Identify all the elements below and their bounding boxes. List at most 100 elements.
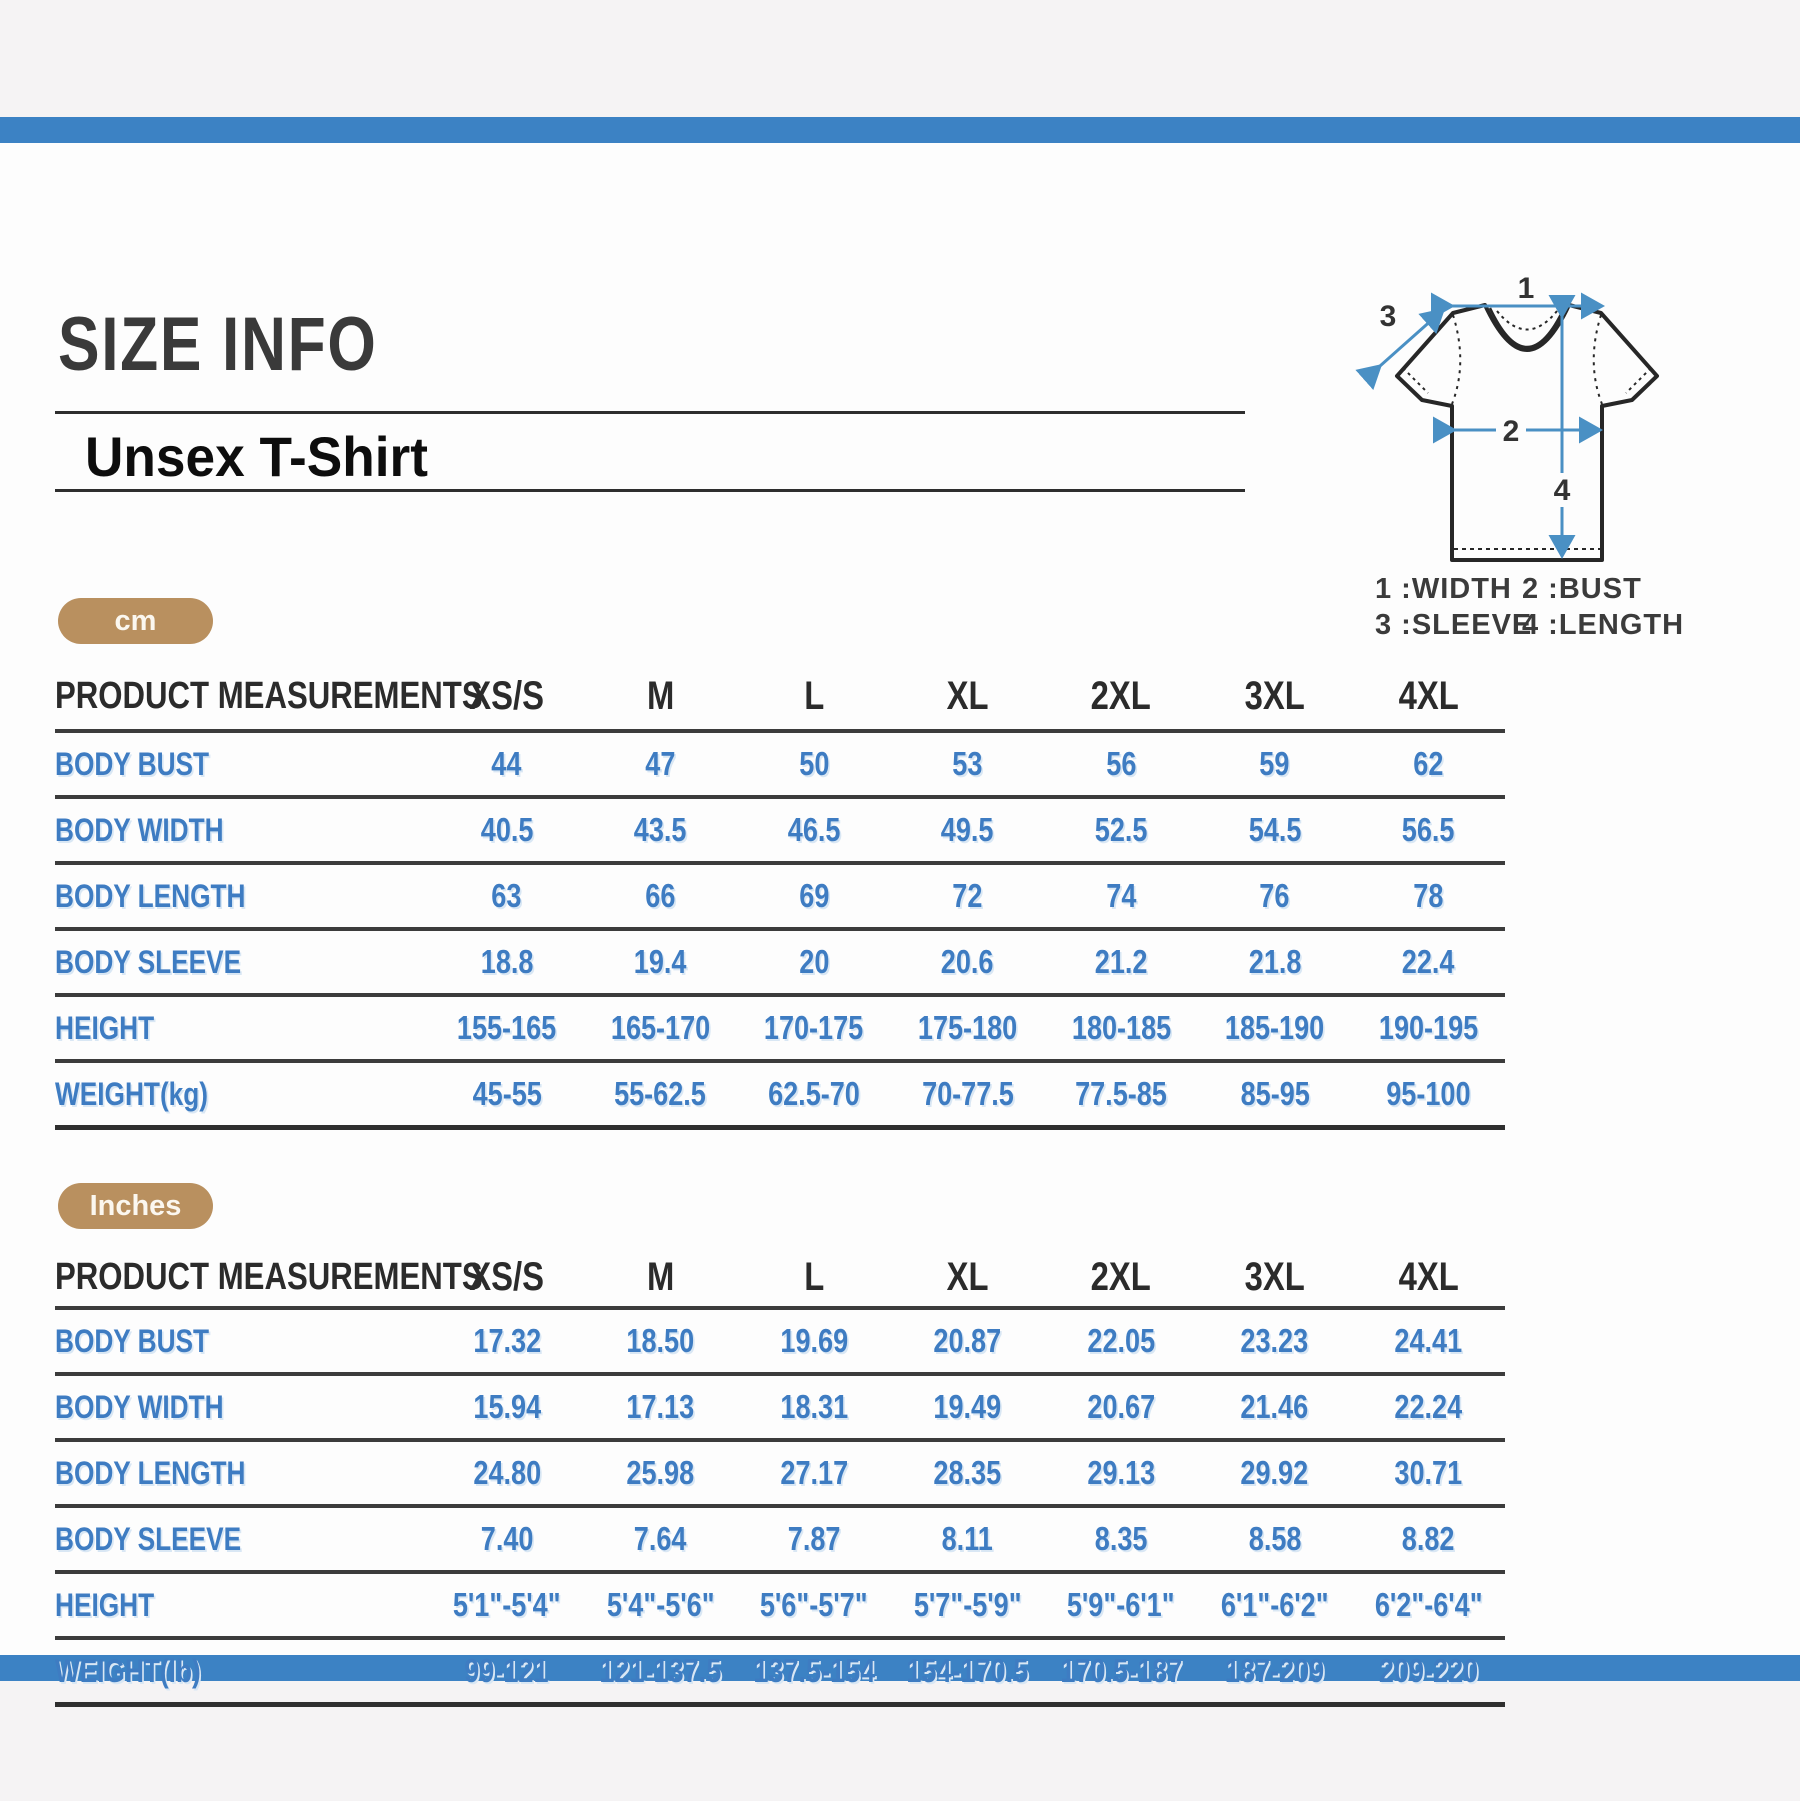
cell-value: 20.6: [941, 943, 994, 980]
cell-value: 76: [1259, 877, 1290, 914]
cm-size-table: PRODUCT MEASUREMENTS XS/S M L XL 2XL 3XL…: [55, 663, 1506, 1130]
row-label: BODY BUST: [55, 1322, 210, 1359]
column-header: XS/S: [469, 673, 545, 718]
cell-value: 95-100: [1386, 1075, 1471, 1112]
divider-line: [55, 411, 1245, 414]
table-row: BODY WIDTH 40.5 43.5 46.5 49.5 52.5 54.5…: [55, 797, 1506, 865]
cell-value: 72: [952, 877, 983, 914]
cell-value: 85-95: [1240, 1075, 1310, 1112]
cell-value: 17.13: [626, 1388, 695, 1425]
cell-value: 56: [1106, 745, 1137, 782]
cell-value: 20.87: [933, 1322, 1002, 1359]
armhole-seam-left: [1451, 314, 1462, 405]
cell-value: 77.5-85: [1075, 1075, 1168, 1112]
cell-value: 23.23: [1240, 1322, 1309, 1359]
length-marker-label: 4: [1554, 474, 1571, 507]
cell-value: 19.69: [780, 1322, 848, 1359]
page-title: SIZE INFO: [58, 302, 378, 387]
cell-value: 50: [798, 745, 830, 782]
content-area: SIZE INFO Unsex T-Shirt: [0, 143, 1800, 1707]
cell-value: 6'2"-6'4": [1374, 1586, 1483, 1623]
product-subtitle: Unsex T-Shirt: [85, 425, 428, 488]
column-header: XL: [946, 1254, 989, 1299]
column-header: 3XL: [1244, 1254, 1305, 1299]
cell-value: 7.87: [787, 1520, 841, 1557]
row-label: HEIGHT: [55, 1586, 155, 1623]
table-row: BODY SLEEVE 7.40 7.64 7.87 8.11 8.35 8.5…: [55, 1506, 1506, 1574]
row-label: BODY LENGTH: [55, 1454, 246, 1491]
table-row: BODY WIDTH 15.94 17.13 18.31 19.49 20.67…: [55, 1374, 1506, 1442]
legend-sleeve: 3 :SLEEVE: [1375, 609, 1533, 641]
cell-value: 180-185: [1071, 1009, 1171, 1046]
cell-value: 155-165: [457, 1009, 557, 1046]
cell-value: 28.35: [933, 1454, 1002, 1491]
column-header: 2XL: [1091, 673, 1152, 718]
cell-value: 20.67: [1087, 1388, 1156, 1425]
row-label: WEIGHT(lb): [55, 1652, 201, 1689]
cell-value: 27.17: [780, 1454, 848, 1491]
cell-value: 19.49: [933, 1388, 1002, 1425]
cell-value: 46.5: [787, 811, 841, 848]
table-header-row: PRODUCT MEASUREMENTS XS/S M L XL 2XL 3XL…: [55, 1248, 1506, 1310]
cell-value: 66: [645, 877, 676, 914]
cell-value: 24.41: [1394, 1322, 1463, 1359]
cell-value: 18.50: [626, 1322, 695, 1359]
cell-value: 47: [645, 745, 676, 782]
row-label: BODY SLEEVE: [55, 943, 242, 980]
row-label: BODY SLEEVE: [55, 1520, 242, 1557]
cell-value: 170-175: [764, 1009, 864, 1046]
cell-value: 5'7"-5'9": [913, 1586, 1022, 1623]
column-header: M: [646, 1254, 675, 1299]
cell-value: 5'6"-5'7": [760, 1586, 868, 1623]
cell-value: 24.80: [472, 1454, 541, 1491]
column-header: L: [803, 1254, 825, 1299]
cell-value: 5'1"-5'4": [452, 1586, 561, 1623]
cell-value: 187-209: [1225, 1652, 1325, 1689]
cell-value: 8.35: [1094, 1520, 1148, 1557]
table-row: BODY SLEEVE 18.8 19.4 20 20.6 21.2 21.8 …: [55, 929, 1506, 997]
cell-value: 15.94: [472, 1388, 541, 1425]
cell-value: 21.46: [1240, 1388, 1309, 1425]
cell-value: 190-195: [1378, 1009, 1479, 1046]
cell-value: 22.4: [1402, 943, 1455, 980]
table-header-row: PRODUCT MEASUREMENTS XS/S M L XL 2XL 3XL…: [55, 663, 1506, 733]
cell-value: 30.71: [1394, 1454, 1463, 1491]
sleeve-arrow: [1355, 308, 1446, 391]
cell-value: 43.5: [634, 811, 687, 848]
column-header: 2XL: [1091, 1254, 1152, 1299]
column-header: XL: [946, 673, 989, 718]
column-header: 3XL: [1244, 673, 1305, 718]
cell-value: 154-170.5: [906, 1652, 1029, 1689]
row-label: BODY WIDTH: [55, 811, 224, 848]
cell-value: 69: [798, 877, 830, 914]
collar-stitching: [1496, 310, 1558, 331]
cell-value: 137.5-154: [753, 1652, 875, 1689]
column-header: PRODUCT MEASUREMENTS: [55, 674, 483, 717]
cell-value: 53: [952, 745, 983, 782]
cell-value: 29.13: [1087, 1454, 1156, 1491]
column-header: XS/S: [469, 1254, 545, 1299]
table-row: BODY LENGTH 24.80 25.98 27.17 28.35 29.1…: [55, 1440, 1506, 1508]
cell-value: 56.5: [1402, 811, 1455, 848]
inches-size-table: PRODUCT MEASUREMENTS XS/S M L XL 2XL 3XL…: [55, 1248, 1506, 1707]
cell-value: 62: [1413, 745, 1444, 782]
table-row: BODY BUST 44 47 50 53 56 59 62: [55, 731, 1506, 799]
row-label: WEIGHT(kg): [55, 1075, 209, 1112]
column-header: L: [803, 673, 825, 718]
top-accent-bar: [0, 117, 1800, 143]
cell-value: 165-170: [610, 1009, 711, 1046]
cell-value: 7.64: [634, 1520, 687, 1557]
table-row: BODY BUST 17.32 18.50 19.69 20.87 22.05 …: [55, 1308, 1506, 1376]
column-header: 4XL: [1398, 673, 1459, 718]
legend-width: 1 :WIDTH: [1375, 573, 1512, 605]
cell-value: 7.40: [480, 1520, 534, 1557]
cell-value: 99-121: [464, 1652, 549, 1689]
cell-value: 19.4: [634, 943, 687, 980]
legend-length: 4 :LENGTH: [1522, 609, 1685, 641]
column-header: 4XL: [1398, 1254, 1459, 1299]
cell-value: 45-55: [472, 1075, 542, 1112]
cell-value: 20: [798, 943, 830, 980]
cell-value: 54.5: [1248, 811, 1302, 848]
cuff-seam-right: [1625, 367, 1652, 394]
